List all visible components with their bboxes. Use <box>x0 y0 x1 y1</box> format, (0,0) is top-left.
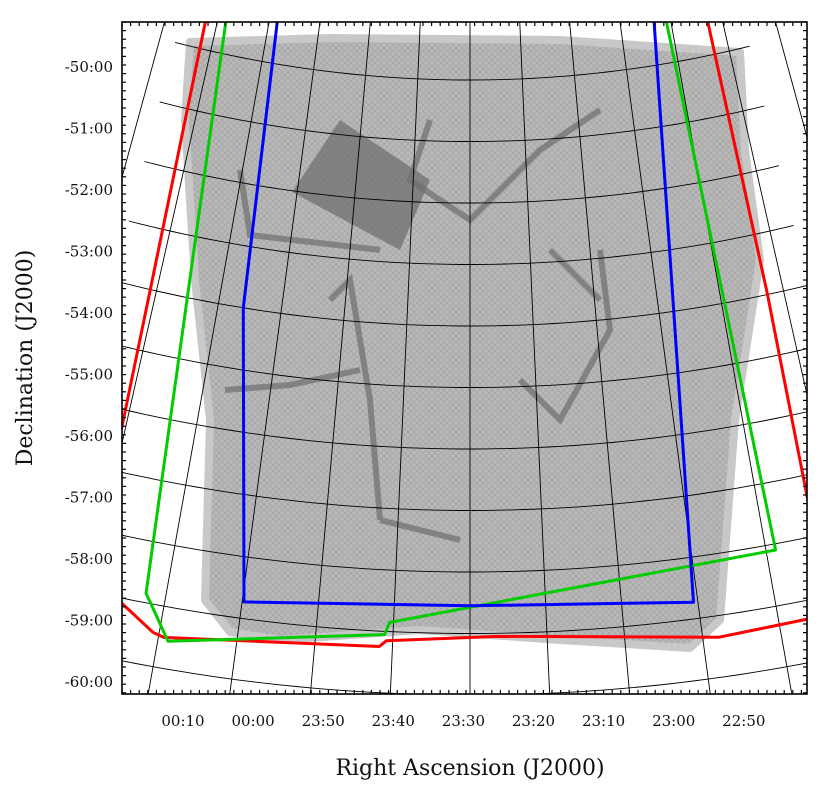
declination-gridline <box>122 534 807 573</box>
x-tick-label: 23:40 <box>372 712 415 730</box>
survey-outline <box>241 22 695 608</box>
ra-gridline <box>147 22 270 694</box>
declination-gridline <box>128 220 794 265</box>
coverage-region <box>181 34 764 652</box>
coordinate-grid <box>122 0 830 694</box>
x-tick-label: 23:00 <box>652 712 695 730</box>
declination-gridline <box>122 345 807 388</box>
survey-outlines <box>122 22 807 648</box>
x-tick-label: 00:00 <box>231 712 274 730</box>
ra-gridline <box>619 22 711 694</box>
ra-gridline <box>122 22 218 446</box>
declination-gridline <box>122 597 807 634</box>
survey-outline <box>122 22 807 648</box>
ra-gridline <box>389 22 421 694</box>
y-tick-label: -59:00 <box>65 612 113 630</box>
frame-tick-marks <box>121 21 807 694</box>
declination-gridline <box>174 41 750 81</box>
ra-gridline <box>670 22 793 694</box>
declination-gridline <box>122 408 807 450</box>
deep-coverage-patch <box>292 120 430 250</box>
x-tick-labels: 00:10 00:00 23:50 23:40 23:30 23:20 23:10 23:00… <box>161 712 765 730</box>
ra-gridline <box>722 22 807 397</box>
declination-gridline <box>122 471 807 511</box>
x-tick-label: 23:20 <box>512 712 555 730</box>
y-tick-label: -52:00 <box>65 181 113 199</box>
declination-gridline <box>144 161 780 204</box>
ra-gridline <box>774 0 830 667</box>
y-axis-title: Declination (J2000) <box>13 250 38 467</box>
x-tick-label: 22:50 <box>722 712 765 730</box>
declination-gridline <box>122 660 807 694</box>
ra-gridline <box>519 22 551 694</box>
x-axis-title: Right Ascension (J2000) <box>335 756 604 781</box>
ra-gridline <box>309 22 371 694</box>
declination-gridline <box>122 282 807 327</box>
declination-gridline <box>191 0 735 19</box>
y-tick-label: -56:00 <box>65 427 113 445</box>
x-tick-label: 23:30 <box>442 712 485 730</box>
y-tick-label: -58:00 <box>65 550 113 568</box>
y-tick-label: -57:00 <box>65 489 113 507</box>
x-tick-label: 23:50 <box>302 712 345 730</box>
survey-outline <box>144 22 778 643</box>
y-tick-label: -54:00 <box>65 304 113 322</box>
declination-gridline <box>159 101 765 142</box>
y-tick-label: -50:00 <box>65 58 113 76</box>
x-tick-label: 23:10 <box>582 712 625 730</box>
ra-gridline <box>569 22 631 694</box>
y-tick-label: -60:00 <box>65 673 113 691</box>
y-tick-label: -55:00 <box>65 366 113 384</box>
ra-gridline <box>815 0 830 640</box>
y-tick-labels: -50:00 -51:00 -52:00 -53:00 -54:00 -55:00 -56:… <box>65 58 113 691</box>
y-tick-label: -53:00 <box>65 243 113 261</box>
x-tick-label: 00:10 <box>161 712 204 730</box>
y-tick-label: -51:00 <box>65 120 113 138</box>
